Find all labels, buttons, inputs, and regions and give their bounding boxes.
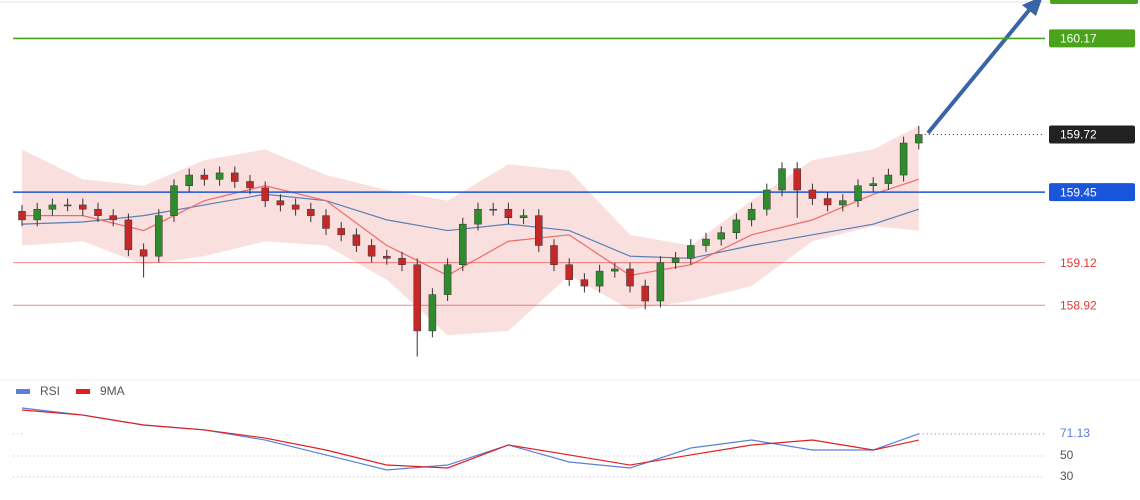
candle-body xyxy=(367,245,376,257)
candle-body xyxy=(170,185,178,216)
candle-body xyxy=(732,219,741,233)
indicator-line xyxy=(21,409,919,469)
candle-body xyxy=(276,200,285,206)
candle-body xyxy=(747,208,756,221)
candle-body xyxy=(763,189,771,210)
level-label: 160.17 xyxy=(1060,32,1097,46)
candle-body xyxy=(383,255,391,259)
candle-body xyxy=(246,181,254,189)
candle-body xyxy=(261,187,269,201)
candle-body xyxy=(808,189,817,199)
legend-swatch xyxy=(76,389,90,394)
level-label: 158.92 xyxy=(1060,298,1097,312)
current-price-box xyxy=(1049,125,1135,144)
candle-body xyxy=(185,174,193,186)
candle-body xyxy=(535,215,543,246)
candle-body xyxy=(641,285,649,302)
candle-body xyxy=(307,208,315,216)
candle-body xyxy=(48,204,57,210)
candle-body xyxy=(823,198,832,206)
candle-body xyxy=(398,258,406,265)
current-price-label: 159.72 xyxy=(1060,128,1097,142)
candle-body xyxy=(337,228,345,236)
candle-body xyxy=(231,172,239,182)
candle-body xyxy=(793,168,801,191)
candle-body xyxy=(124,219,133,251)
legend-label: RSI xyxy=(40,384,60,398)
level-label: 159.12 xyxy=(1060,256,1097,270)
candle-body xyxy=(519,215,528,219)
candle-body xyxy=(656,262,665,302)
candle-body xyxy=(550,245,558,265)
legend-swatch xyxy=(16,389,30,394)
candle-body xyxy=(322,215,330,229)
candle-body xyxy=(215,172,224,180)
candle-body xyxy=(109,215,117,221)
candle-body xyxy=(687,245,695,259)
candle-body xyxy=(580,279,589,287)
candle-body xyxy=(565,264,573,280)
bollinger-band xyxy=(22,125,919,336)
candle-body xyxy=(428,294,437,332)
candle-body xyxy=(899,142,908,176)
candle-body xyxy=(200,174,209,180)
candle-body xyxy=(854,185,862,201)
candle-body xyxy=(884,174,893,184)
candle-body xyxy=(717,232,725,240)
candle-body xyxy=(459,223,467,265)
candle-body xyxy=(413,264,421,332)
candle-body xyxy=(79,204,87,210)
level-label-box xyxy=(1049,29,1135,48)
candle-body xyxy=(63,204,72,207)
candle-body xyxy=(18,211,26,221)
candle-body xyxy=(869,183,877,186)
y-tick-label: 30 xyxy=(1060,469,1074,483)
trend-arrow xyxy=(926,1,1037,135)
legend-label: 9MA xyxy=(100,384,125,398)
candle-body xyxy=(489,208,497,211)
candle-body xyxy=(778,168,786,191)
candle-body xyxy=(94,208,102,216)
candle-body xyxy=(626,268,634,287)
candle-body xyxy=(443,264,452,295)
candle-body xyxy=(595,270,604,287)
target-box xyxy=(1050,0,1138,4)
candle-body xyxy=(33,208,41,221)
candle-body xyxy=(702,238,710,246)
level-label: 159.45 xyxy=(1060,185,1097,199)
candle-body xyxy=(671,258,680,263)
candle-body xyxy=(915,134,923,144)
level-label-box xyxy=(1049,183,1135,202)
candle-body xyxy=(839,200,847,206)
candle-body xyxy=(352,234,361,246)
y-tick-label: 50 xyxy=(1060,448,1074,462)
candle-body xyxy=(291,204,300,210)
candle-body xyxy=(504,208,513,219)
candle-body xyxy=(474,208,482,225)
arrow-head xyxy=(1022,0,1042,16)
candle-body xyxy=(611,268,619,272)
candle-body xyxy=(139,249,148,257)
candle-body xyxy=(155,215,163,257)
rsi-current-label: 71.13 xyxy=(1060,426,1090,440)
